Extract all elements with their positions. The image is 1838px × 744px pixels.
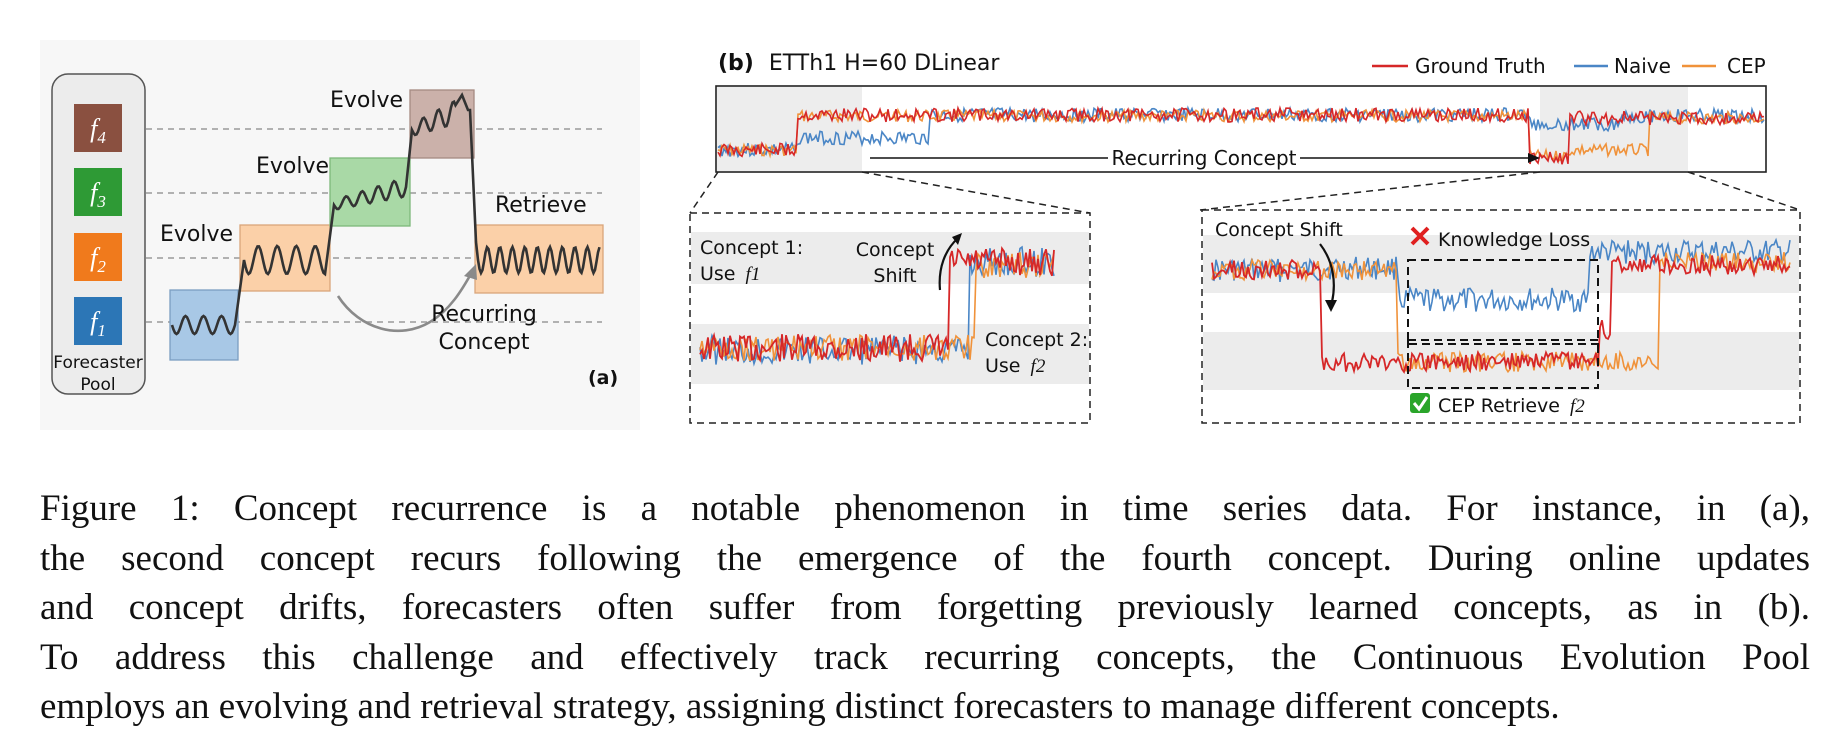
caption-line-4: To address this challenge and effectivel…: [40, 636, 1810, 678]
recurring-concept-label-bg: [1108, 146, 1300, 170]
evolve-label-1: Evolve: [160, 222, 233, 247]
legend: Ground Truth Naive CEP: [1372, 54, 1766, 78]
evolve-label-2: Evolve: [256, 154, 329, 179]
legend-ground-truth: Ground Truth: [1415, 54, 1546, 78]
panel-b-tag: (b): [718, 51, 754, 76]
recurring-arrow-head: [464, 264, 477, 280]
caption-line-1: Figure 1: Concept recurrence is a notabl…: [40, 488, 1810, 529]
forecaster-label-f1: f1: [90, 307, 106, 340]
overview-highlight-left: [717, 87, 862, 171]
legend-naive: Naive: [1614, 54, 1671, 78]
series-line: [1211, 252, 1791, 375]
recurring-arrow: [336, 271, 474, 333]
pool-label-line2: Pool: [80, 375, 115, 395]
shift-label-line1: Concept: [856, 239, 935, 261]
recurring-label-line2: Concept: [439, 330, 530, 355]
cross-icon: [1410, 226, 1430, 246]
cep-retrieve-forecaster: f2: [1570, 396, 1585, 417]
legend-cep: CEP: [1727, 54, 1766, 78]
recurring-concept-arrow-head: [1528, 153, 1540, 163]
panel-b-title: ETTh1 H=60 DLinear: [769, 51, 1001, 76]
forecaster-label-f4: f4: [90, 114, 106, 147]
concept-shift-label: Concept Shift: [1215, 219, 1343, 241]
panel-b: (b) ETTh1 H=60 DLinear Ground Truth Naiv…: [689, 51, 1801, 424]
check-icon: [1410, 393, 1430, 413]
figure-caption: Figure 1: Concept recurrence is a notabl…: [40, 484, 1810, 732]
panel-b-heading: (b) ETTh1 H=60 DLinear: [718, 51, 1000, 76]
cep-retrieve-box: [1407, 339, 1599, 389]
zoom-left-series: [699, 245, 1055, 367]
series-line: [699, 246, 1055, 363]
recurring-label-line1: Recurring: [431, 302, 537, 327]
concept-shift-arrow-head: [1325, 300, 1337, 312]
knowledge-loss-box: [1407, 259, 1599, 345]
forecaster-label-f2: f2: [90, 243, 106, 276]
figure-1-graphic: f4 f3 f2 f1 Forecaster Pool Evolve Evolve E…: [40, 40, 1801, 430]
caption-line-2: the second concept recurs following the …: [40, 537, 1810, 579]
knowledge-loss-label: Knowledge Loss: [1438, 229, 1590, 251]
forecaster-label-f3: f3: [90, 178, 106, 211]
overview-series: [717, 105, 1765, 165]
zoom-right-series: [1211, 237, 1791, 375]
pool-label-line1: Forecaster: [53, 353, 142, 373]
concept2-use: Use f2: [985, 355, 1046, 377]
concept2-label: Concept 2:: [985, 329, 1088, 351]
concept-wave: [170, 92, 601, 336]
series-line: [699, 245, 1055, 367]
shift-arrow-head: [952, 233, 962, 245]
cep-retrieve-word: CEP Retrieve: [1438, 395, 1560, 417]
forecaster-square-f4: [74, 104, 122, 152]
zoom-connectors: [689, 171, 1801, 214]
series-line: [717, 105, 1765, 165]
concept-box-3: [329, 157, 411, 227]
panel-a-tag: (a): [588, 367, 618, 389]
concept1-forecaster: f1: [746, 264, 761, 285]
recurring-concept-label: Recurring Concept: [1111, 146, 1296, 170]
shift-label-line2: Shift: [873, 265, 916, 287]
cep-retrieve-label: CEP Retrieve f2: [1438, 395, 1585, 417]
panel-a: f4 f3 f2 f1 Forecaster Pool Evolve Evolve E…: [40, 40, 640, 430]
retrieve-label: Retrieve: [495, 193, 587, 218]
concept-shift-arrow: [1319, 243, 1335, 303]
shift-arrow: [938, 237, 959, 291]
forecaster-square-f3: [74, 168, 122, 216]
concept2-forecaster: f2: [1031, 356, 1046, 377]
forecaster-square-f2: [74, 233, 122, 281]
concept1-use: Use f1: [700, 263, 760, 285]
concept1-label: Concept 1:: [700, 237, 803, 259]
forecaster-list: f4 f3 f2 f1: [74, 104, 122, 345]
concept2-use-word: Use: [985, 355, 1021, 377]
caption-line-5: employs an evolving and retrieval strate…: [40, 686, 1560, 727]
zoom-right-band-top: [1203, 235, 1799, 293]
concept1-use-word: Use: [700, 263, 736, 285]
forecaster-square-f1: [74, 297, 122, 345]
evolve-label-3: Evolve: [330, 88, 403, 113]
caption-line-3: and concept drifts, forecasters often su…: [40, 587, 1810, 628]
